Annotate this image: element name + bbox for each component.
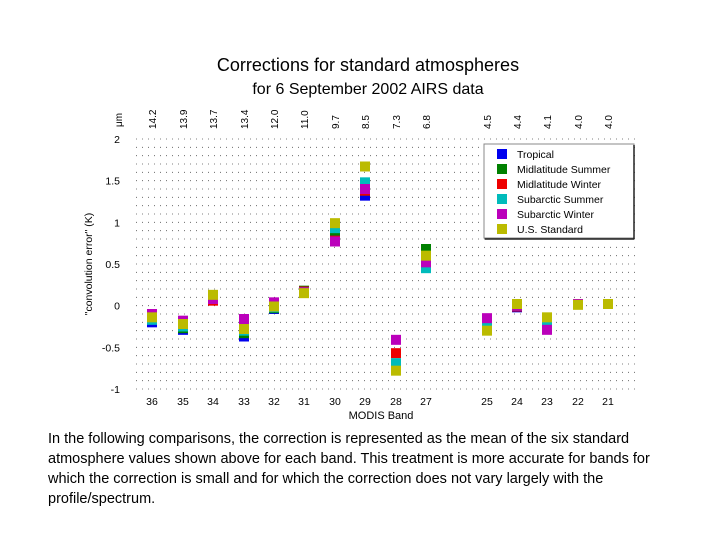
top-wavelength-label: 12.0: [270, 109, 281, 129]
x-tick-label: 31: [298, 396, 310, 408]
data-point: [391, 334, 401, 345]
top-wavelength-label: 9.7: [331, 115, 342, 129]
data-point: [542, 324, 552, 335]
data-point: [573, 299, 583, 310]
top-wavelength-label: 14.2: [148, 109, 159, 129]
data-point: [360, 161, 370, 172]
data-point: [208, 289, 218, 300]
x-tick-label: 36: [146, 396, 158, 408]
y-tick-label: -1: [111, 384, 120, 396]
data-point: [482, 313, 492, 324]
y-tick-label: 0.5: [105, 259, 120, 271]
legend-label: U.S. Standard: [517, 224, 583, 236]
x-axis-label: MODIS Band: [349, 410, 414, 422]
legend-swatch: [497, 194, 507, 204]
y-axis-label: "convolution error" (K): [83, 213, 95, 316]
legend-label: Tropical: [517, 149, 554, 161]
data-point: [603, 299, 613, 309]
legend-swatch: [497, 224, 507, 234]
caption-text: In the following comparisons, the correc…: [48, 431, 650, 507]
chart: Corrections for standard atmospheres for…: [83, 55, 638, 422]
data-point: [421, 263, 431, 274]
top-wavelength-label: 6.8: [422, 115, 433, 129]
x-tick-label: 34: [207, 396, 219, 408]
data-point: [330, 218, 340, 229]
legend-box: [483, 143, 635, 239]
data-point: [147, 312, 157, 323]
x-tick-label: 29: [359, 396, 371, 408]
x-tick-label: 21: [602, 396, 614, 408]
top-axis-unit: μm: [114, 113, 125, 127]
legend-swatch: [497, 209, 507, 219]
chart-title: Corrections for standard atmospheres: [217, 55, 519, 75]
top-wavelength-label: 4.1: [543, 115, 554, 129]
data-point: [391, 348, 401, 359]
chart-subtitle: for 6 September 2002 AIRS data: [252, 81, 483, 98]
legend-label: Midlatitude Winter: [517, 179, 602, 191]
data-point: [391, 358, 401, 369]
top-wavelength-label: 4.4: [513, 115, 524, 129]
legend-label: Midlatitude Summer: [517, 164, 611, 176]
legend-label: Subarctic Summer: [517, 194, 604, 206]
x-tick-label: 23: [541, 396, 553, 408]
data-point: [178, 319, 188, 329]
data-point: [542, 312, 552, 323]
top-wavelength-label: 11.0: [300, 110, 311, 129]
top-wavelength-label: 4.5: [483, 115, 494, 129]
data-point: [391, 365, 401, 376]
data-point: [421, 257, 431, 268]
x-tick-label: 25: [481, 396, 493, 408]
y-tick-label: 1.5: [105, 176, 120, 188]
data-point: [512, 299, 522, 309]
data-point: [239, 324, 249, 334]
data-point: [330, 236, 340, 247]
x-tick-label: 27: [420, 396, 432, 408]
top-wavelength-label: 4.0: [574, 115, 585, 129]
data-point: [269, 301, 279, 312]
x-tick-label: 22: [572, 396, 584, 408]
data-point: [360, 177, 370, 188]
x-tick-label: 32: [268, 396, 280, 408]
x-tick-label: 33: [238, 396, 250, 408]
y-tick-label: 0: [114, 301, 120, 313]
x-tick-label: 30: [329, 396, 341, 408]
data-point: [360, 184, 370, 194]
data-point: [482, 325, 492, 336]
top-wavelength-label: 13.7: [209, 109, 220, 129]
y-tick-label: 1: [114, 217, 120, 229]
data-point: [421, 244, 431, 254]
top-wavelength-label: 8.5: [361, 115, 372, 129]
legend-swatch: [497, 164, 507, 174]
data-point: [239, 314, 249, 324]
data-point: [421, 250, 431, 261]
legend-swatch: [497, 179, 507, 189]
top-wavelength-label: 13.4: [240, 109, 251, 129]
top-wavelength-label: 4.0: [604, 115, 615, 129]
data-point: [299, 288, 309, 299]
x-tick-label: 24: [511, 396, 523, 408]
top-wavelength-label: 7.3: [392, 115, 403, 129]
x-tick-label: 35: [177, 396, 189, 408]
x-tick-label: 28: [390, 396, 402, 408]
y-tick-label: 2: [114, 134, 120, 146]
legend-label: Subarctic Winter: [517, 209, 595, 221]
y-tick-label: -0.5: [102, 342, 120, 354]
top-wavelength-label: 13.9: [179, 109, 190, 129]
legend-swatch: [497, 149, 507, 159]
